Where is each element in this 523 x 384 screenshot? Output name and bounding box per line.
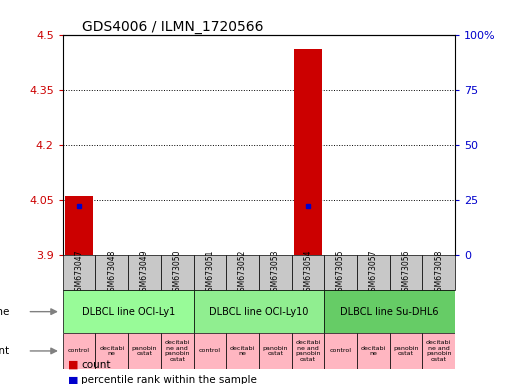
Bar — [324, 333, 357, 369]
Text: GSM673048: GSM673048 — [107, 249, 116, 296]
Bar — [294, 49, 322, 255]
Bar — [226, 255, 259, 290]
Text: GDS4006 / ILMN_1720566: GDS4006 / ILMN_1720566 — [83, 20, 264, 33]
Bar — [194, 255, 226, 290]
Text: ■: ■ — [68, 375, 78, 384]
Text: decitabi
ne: decitabi ne — [99, 346, 124, 356]
Bar — [95, 255, 128, 290]
Bar — [226, 333, 259, 369]
Text: panobin
ostat: panobin ostat — [393, 346, 419, 356]
Bar — [390, 255, 423, 290]
Bar — [324, 290, 455, 333]
Text: agent: agent — [0, 346, 10, 356]
Text: control: control — [68, 348, 90, 353]
Text: decitabi
ne and
panobin
ostat: decitabi ne and panobin ostat — [164, 340, 190, 362]
Text: GSM673054: GSM673054 — [303, 249, 312, 296]
Text: panobin
ostat: panobin ostat — [263, 346, 288, 356]
Text: decitabi
ne: decitabi ne — [230, 346, 255, 356]
Text: GSM673057: GSM673057 — [369, 249, 378, 296]
Text: cell line: cell line — [0, 307, 10, 317]
Bar — [63, 333, 95, 369]
Bar — [128, 255, 161, 290]
Text: decitabi
ne and
panobin
ostat: decitabi ne and panobin ostat — [426, 340, 451, 362]
Bar — [161, 255, 194, 290]
Text: GSM673049: GSM673049 — [140, 249, 149, 296]
Bar — [128, 333, 161, 369]
Bar — [63, 290, 194, 333]
Bar — [423, 255, 455, 290]
Bar — [65, 196, 93, 255]
Bar — [95, 333, 128, 369]
Bar — [63, 255, 95, 290]
Text: GSM673047: GSM673047 — [75, 249, 84, 296]
Bar — [423, 333, 455, 369]
Text: panobin
ostat: panobin ostat — [132, 346, 157, 356]
Text: control: control — [329, 348, 351, 353]
Bar — [259, 255, 292, 290]
Bar — [357, 255, 390, 290]
Text: DLBCL line OCI-Ly10: DLBCL line OCI-Ly10 — [209, 307, 309, 317]
Bar — [292, 333, 324, 369]
Text: GSM673051: GSM673051 — [206, 249, 214, 296]
Bar — [324, 255, 357, 290]
Text: GSM673050: GSM673050 — [173, 249, 181, 296]
Bar — [194, 290, 324, 333]
Bar — [161, 333, 194, 369]
Bar — [357, 333, 390, 369]
Text: DLBCL line OCI-Ly1: DLBCL line OCI-Ly1 — [82, 307, 175, 317]
Text: control: control — [199, 348, 221, 353]
Text: GSM673056: GSM673056 — [402, 249, 411, 296]
Text: GSM673055: GSM673055 — [336, 249, 345, 296]
Text: ■: ■ — [68, 360, 78, 370]
Text: DLBCL line Su-DHL6: DLBCL line Su-DHL6 — [340, 307, 439, 317]
Text: GSM673052: GSM673052 — [238, 249, 247, 296]
Bar — [194, 333, 226, 369]
Text: decitabi
ne: decitabi ne — [361, 346, 386, 356]
Text: GSM673058: GSM673058 — [434, 249, 443, 296]
Text: GSM673053: GSM673053 — [271, 249, 280, 296]
Bar — [390, 333, 423, 369]
Text: count: count — [81, 360, 110, 370]
Bar — [259, 333, 292, 369]
Text: percentile rank within the sample: percentile rank within the sample — [81, 375, 257, 384]
Bar — [292, 255, 324, 290]
Text: decitabi
ne and
panobin
ostat: decitabi ne and panobin ostat — [295, 340, 321, 362]
